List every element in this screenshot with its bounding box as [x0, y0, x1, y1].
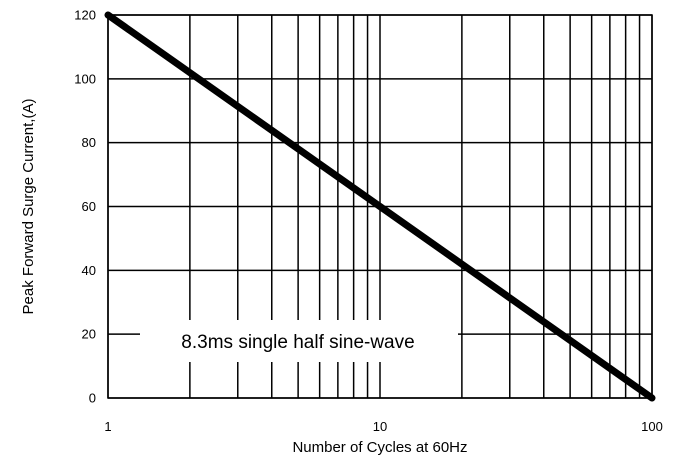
x-tick-labels: 1 10 100: [104, 419, 662, 434]
x-axis-label: Number of Cycles at 60Hz: [292, 439, 467, 456]
x-tick-label: 100: [641, 419, 663, 434]
y-tick-label: 60: [82, 199, 96, 214]
annotation-box: [140, 320, 458, 362]
x-tick-label: 10: [373, 419, 387, 434]
y-tick-label: 80: [82, 135, 96, 150]
y-tick-label: 120: [74, 8, 96, 23]
annotation: 8.3ms single half sine-wave: [181, 332, 414, 353]
series-line: [104, 11, 656, 402]
series: [104, 11, 656, 402]
y-axis-label: Peak Forward Surge Current,(A): [20, 99, 37, 315]
y-tick-label: 100: [74, 71, 96, 86]
x-tick-label: 1: [104, 419, 111, 434]
y-tick-label: 0: [89, 391, 96, 406]
y-tick-label: 20: [82, 327, 96, 342]
y-tick-labels: 0 20 40 60 80 100 120: [74, 8, 96, 406]
y-tick-label: 40: [82, 263, 96, 278]
plot-frame: [107, 14, 653, 399]
